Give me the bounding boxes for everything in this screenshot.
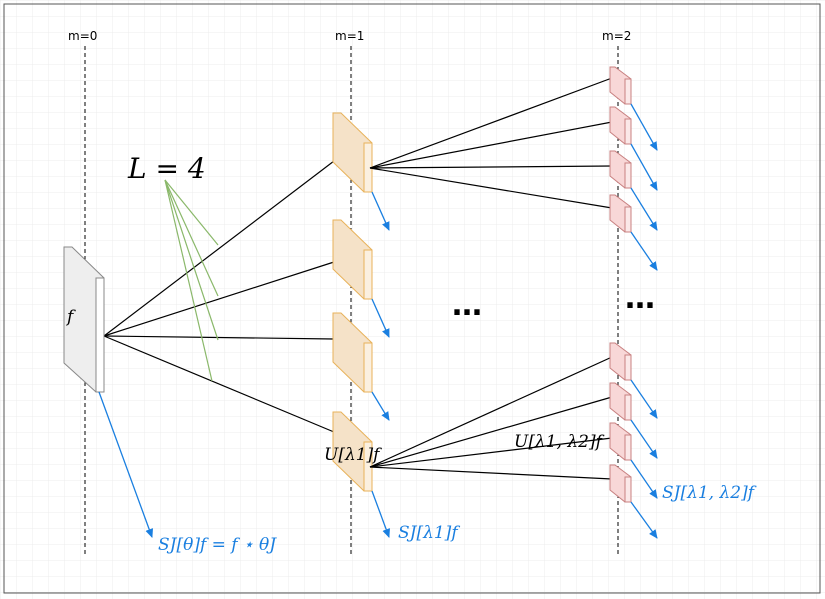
level1-top-connections [369, 77, 613, 209]
filter-lines [164, 179, 219, 382]
u-lambda12-label: U[λ1, λ2]f [514, 432, 605, 452]
l-equals-label: L = 4 [127, 152, 206, 185]
s-theta-label: SJ[θ]f = f ⋆ θJ [158, 535, 277, 555]
level2-block-6 [609, 382, 632, 421]
diagram-border [3, 3, 821, 594]
input-block [63, 246, 105, 393]
input-connections [103, 160, 335, 433]
level1-bottom-connections [369, 356, 613, 480]
level-label-m0: m=0 [68, 29, 97, 43]
s-lambda1-label: SJ[λ1]f [398, 523, 460, 543]
ellipsis-middle: … [452, 288, 482, 323]
level-label-m1: m=1 [335, 29, 364, 43]
s-lambda12-label: SJ[λ1, λ2]f [662, 483, 757, 503]
input-label: f [65, 307, 76, 327]
level-label-m2: m=2 [602, 29, 631, 43]
ellipsis-right: … [625, 281, 655, 316]
output-arrows [98, 103, 658, 539]
u-lambda1-label: U[λ1]f [324, 445, 382, 465]
